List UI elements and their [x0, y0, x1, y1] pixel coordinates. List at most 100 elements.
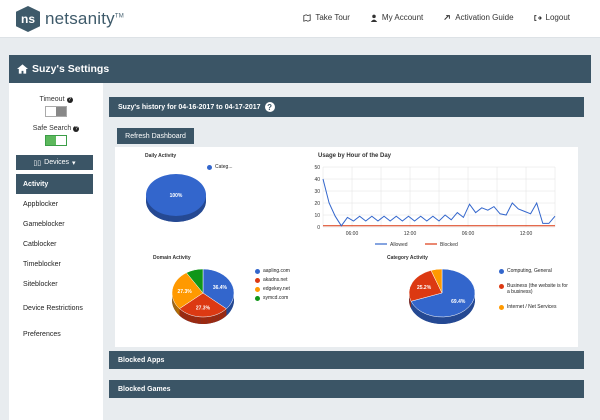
legend-label: edgekey.net [263, 286, 290, 292]
devices-dropdown[interactable]: ▯▯ Devices ▾ [16, 155, 93, 170]
y-tick-label: 40 [314, 177, 320, 183]
pie-side [207, 316, 210, 324]
pie-slice[interactable] [408, 270, 443, 302]
sidebar-item-appblocker[interactable]: Appblocker [23, 200, 59, 208]
pie-side [180, 309, 183, 319]
pie-side [449, 314, 456, 324]
pie-side [196, 316, 199, 324]
sidebar-item-siteblocker[interactable]: Siteblocker [23, 280, 58, 288]
sidebar-item-activity[interactable]: Activity [16, 174, 93, 194]
usage-line-chart: 0 10 20 30 40 50 06:00 12:00 06:00 12:00 Allowed Bl… [314, 165, 556, 248]
chart-title-domain: Domain Activity [153, 255, 191, 261]
refresh-dashboard-button[interactable]: Refresh Dashboard [117, 128, 194, 144]
pie-slice[interactable] [179, 292, 227, 318]
help-icon[interactable]: ? [73, 125, 80, 132]
pie-side [215, 314, 218, 322]
pie-slice[interactable] [171, 272, 204, 309]
sidebar-item-timeblocker[interactable]: Timeblocker [23, 260, 61, 268]
pie-side [472, 298, 475, 310]
series-line[interactable] [322, 178, 556, 227]
pie-side [226, 306, 229, 316]
pie-side [217, 313, 220, 322]
y-tick-label: 20 [314, 201, 320, 207]
pie-side [213, 314, 216, 323]
pie-side [421, 311, 427, 322]
nav-activation-guide[interactable]: Activation Guide [443, 13, 514, 22]
y-tick-label: 10 [314, 213, 320, 219]
brand-logo[interactable]: ns netsanityTM [16, 6, 124, 32]
pie-side [224, 308, 227, 318]
pie-side [229, 303, 232, 313]
legend-item[interactable]: Computing, General [499, 268, 569, 274]
pie-side [190, 314, 193, 323]
sidebar-item-gameblocker[interactable]: Gameblocker [23, 220, 65, 228]
nav-label: Activation Guide [455, 13, 514, 22]
pie-side [409, 298, 411, 307]
pie-side [411, 301, 414, 313]
nav-my-account[interactable]: My Account [370, 13, 423, 22]
domain-activity-pie: 36.4% 27.3% 27.3% [171, 268, 235, 324]
pie-side [198, 316, 201, 324]
pie-side [173, 299, 174, 309]
history-header: Suzy's history for 04-16-2017 to 04-17-2… [109, 97, 584, 117]
user-icon [370, 14, 378, 22]
top-nav: Take Tour My Account Activation Guide Lo… [303, 13, 570, 22]
map-icon [303, 13, 311, 22]
sidebar-item-device-restrictions[interactable]: Device Restrictions [23, 305, 83, 312]
legend-item[interactable]: edgekey.net [255, 286, 325, 292]
pie-slice-label: 27.3% [178, 289, 193, 295]
legend-item[interactable]: Internet / Net Services [499, 304, 569, 310]
x-tick-label: 06:00 [346, 231, 359, 237]
help-icon[interactable]: ? [264, 102, 275, 112]
legend-label: Computing, General [507, 268, 552, 274]
safe-search-toggle[interactable] [45, 135, 67, 146]
sidebar-menu: Activity Appblocker Gameblocker Catblock… [16, 174, 93, 344]
legend-swatch [255, 295, 260, 301]
pie-slice[interactable] [410, 268, 476, 318]
pie-side [194, 316, 197, 324]
pie-slice[interactable] [430, 268, 443, 294]
pie-side [179, 308, 181, 317]
pie-side [205, 316, 208, 324]
safe-search-label: Safe Search [32, 125, 72, 132]
pie-slice-label: 100% [170, 193, 183, 199]
x-tick-label: 06:00 [462, 231, 475, 237]
nav-label: Take Tour [315, 13, 350, 22]
pie-side [211, 315, 214, 324]
devices-label: Devices [44, 159, 70, 166]
pie-side [209, 316, 212, 324]
blocked-apps-section[interactable]: Blocked Apps [109, 351, 584, 369]
pie-side [455, 312, 461, 322]
legend-label: symcd.com [263, 295, 289, 301]
nav-logout[interactable]: Logout [533, 13, 570, 22]
legend-item[interactable]: Business (the website is for a business) [499, 283, 569, 295]
sidebar-item-catblocker[interactable]: Catblocker [23, 240, 57, 248]
sidebar: Timeout? Safe Search? ▯▯ Devices ▾ Activ… [9, 83, 103, 420]
legend-label: aapling.com [263, 268, 290, 274]
daily-activity-pie: 100% [146, 174, 206, 222]
pie-slice[interactable] [146, 174, 206, 216]
legend-item[interactable]: aapling.com [255, 268, 325, 274]
blocked-games-section[interactable]: Blocked Games [109, 380, 584, 398]
logout-icon [533, 14, 542, 21]
sidebar-item-preferences[interactable]: Preferences [23, 330, 61, 338]
timeout-label: Timeout [39, 96, 65, 103]
pie-side [186, 313, 189, 322]
legend-item: Categ... [207, 164, 233, 170]
pie-side [173, 301, 175, 310]
pie-side [178, 307, 180, 316]
pie-slice[interactable] [202, 268, 235, 310]
legend-swatch [499, 268, 504, 274]
brand-name: netsanityTM [45, 9, 124, 28]
caret-down-icon: ▾ [72, 159, 76, 167]
timeout-toggle[interactable] [45, 106, 67, 117]
help-icon[interactable]: ? [66, 96, 73, 103]
legend-label: akadns.net [263, 277, 288, 283]
legend-item[interactable]: symcd.com [255, 295, 325, 301]
link-icon [444, 14, 451, 20]
legend-item[interactable]: akadns.net [255, 277, 325, 283]
legend-swatch [255, 268, 260, 274]
pie-slice[interactable] [185, 268, 204, 294]
safe-search-setting: Safe Search? [9, 125, 103, 146]
nav-take-tour[interactable]: Take Tour [303, 13, 350, 22]
